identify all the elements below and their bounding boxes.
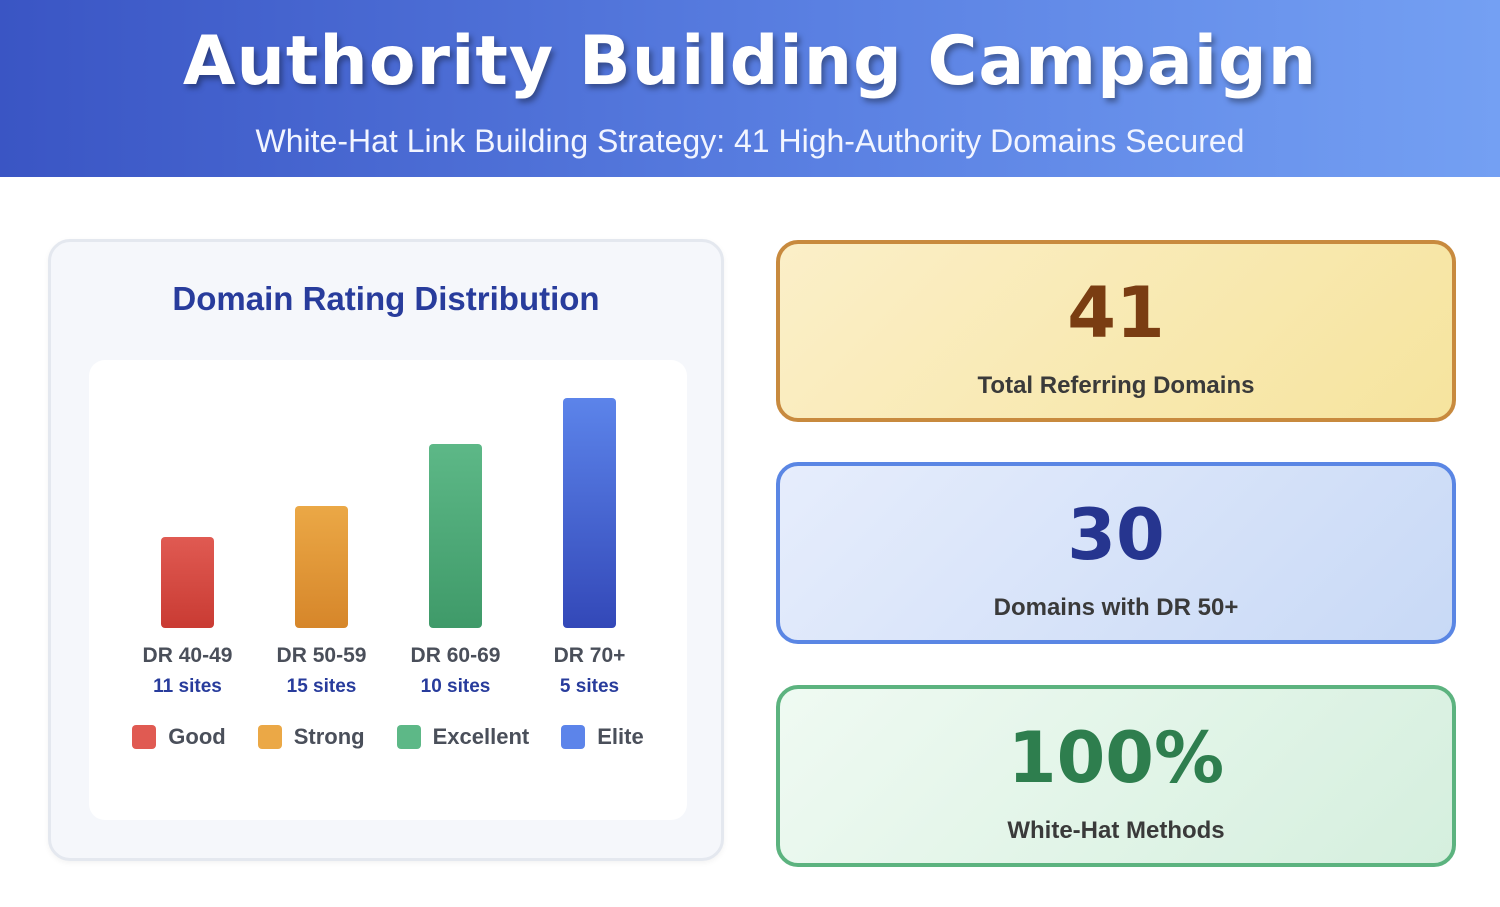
legend-swatch — [257, 725, 282, 749]
legend-item-good: Good — [132, 724, 226, 750]
stat-label: Total Referring Domains — [977, 372, 1255, 399]
bar-chart: DR 40-49 11 sites DR 50-59 15 sites DR 60-69… — [143, 398, 626, 697]
legend-swatch — [561, 725, 586, 749]
legend-swatch — [396, 725, 421, 749]
chart-panel: Domain Rating Distribution DR 40-49 11 si… — [48, 239, 724, 861]
value-label: 10 sites — [421, 676, 491, 697]
category-label: DR 60-69 — [411, 644, 501, 667]
header-banner: Authority Building Campaign White-Hat Li… — [0, 0, 1500, 177]
bar-dr-70 — [563, 398, 616, 628]
value-label: 15 sites — [287, 676, 357, 697]
stat-card-dr50-domains: 30 Domains with DR 50+ — [776, 462, 1456, 644]
page-subtitle: White-Hat Link Building Strategy: 41 Hig… — [255, 123, 1245, 159]
bar-dr-50-59 — [295, 506, 348, 628]
bar-dr-40-49 — [161, 537, 214, 628]
category-label: DR 40-49 — [143, 644, 233, 667]
chart-title: Domain Rating Distribution — [172, 280, 600, 317]
stat-value: 30 — [1067, 494, 1165, 576]
legend-label: Strong — [293, 724, 365, 749]
stat-value: 100% — [1007, 717, 1225, 799]
chart-area: DR 40-49 11 sites DR 50-59 15 sites DR 60-69… — [89, 360, 687, 820]
legend-item-elite: Elite — [561, 724, 644, 750]
stat-value: 41 — [1067, 272, 1165, 354]
legend-item-excellent: Excellent — [396, 724, 530, 750]
value-label: 5 sites — [560, 676, 619, 697]
value-label: 11 sites — [153, 676, 222, 697]
stat-card-total-domains: 41 Total Referring Domains — [776, 240, 1456, 422]
bar-dr-60-69 — [429, 444, 482, 628]
legend-label: Excellent — [432, 724, 530, 749]
page-title: Authority Building Campaign — [182, 22, 1318, 101]
legend-item-strong: Strong — [257, 724, 365, 750]
chart-legend: Good Strong Excellent Elite — [89, 724, 687, 750]
category-label: DR 70+ — [554, 644, 626, 667]
legend-label: Good — [168, 724, 226, 749]
legend-label: Elite — [597, 724, 644, 749]
category-label: DR 50-59 — [277, 644, 367, 667]
stat-label: Domains with DR 50+ — [993, 594, 1239, 621]
stat-label: White-Hat Methods — [1007, 817, 1225, 844]
legend-swatch — [132, 725, 157, 749]
stat-card-white-hat: 100% White-Hat Methods — [776, 685, 1456, 867]
